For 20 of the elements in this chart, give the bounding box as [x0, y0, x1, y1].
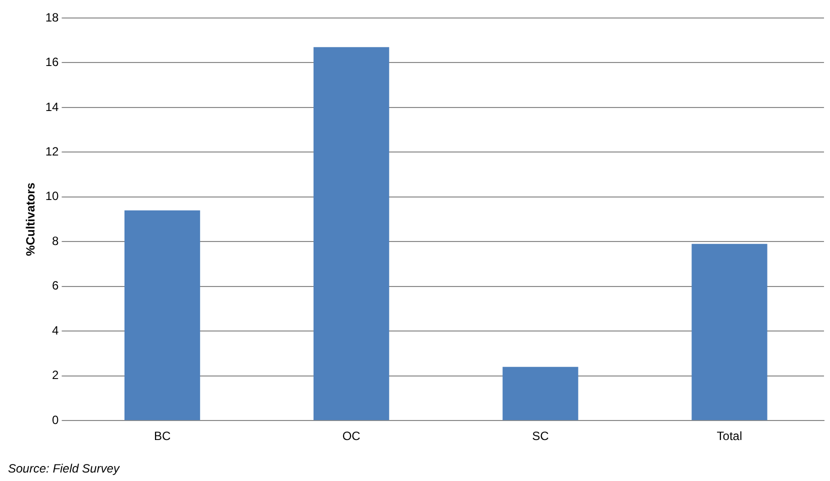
y-tick-label: 2: [52, 368, 60, 382]
y-tick-label: 14: [45, 100, 60, 114]
source-note: Source: Field Survey: [8, 461, 120, 476]
y-tick-label: 18: [45, 10, 60, 24]
y-tick-label: 6: [52, 278, 60, 293]
y-tick-label: 8: [52, 234, 60, 248]
y-axis-title: %Cultivators: [24, 182, 38, 256]
bar: [124, 210, 200, 420]
x-tick-label: Total: [716, 429, 742, 444]
x-tick-label: OC: [342, 429, 361, 444]
bar: [314, 47, 390, 420]
y-tick-label: 0: [52, 412, 60, 427]
y-tick-label: 10: [45, 189, 60, 204]
bar: [502, 366, 578, 420]
x-tick-label: BC: [154, 429, 171, 444]
y-tick-label: 4: [52, 323, 60, 338]
y-tick-label: 12: [45, 144, 60, 159]
y-tick-label: 16: [45, 55, 60, 70]
bar: [692, 244, 768, 420]
x-tick-label: SC: [532, 429, 550, 444]
